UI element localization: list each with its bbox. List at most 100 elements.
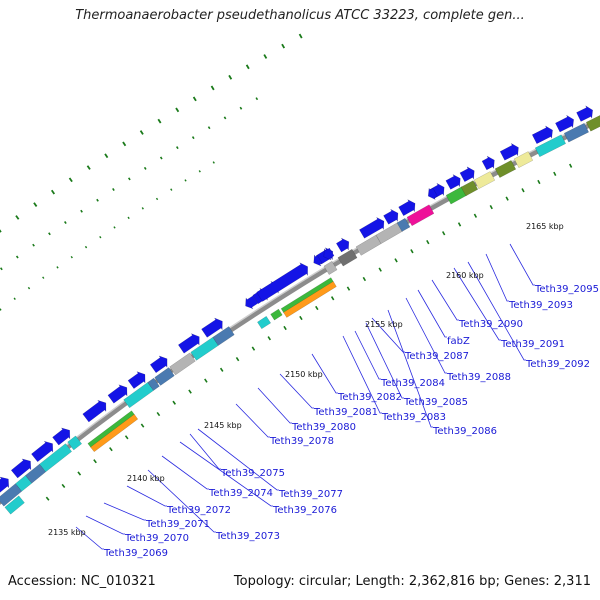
leader-line bbox=[453, 267, 501, 341]
gene-feature[interactable] bbox=[494, 160, 517, 178]
tick-dot bbox=[64, 221, 67, 225]
gene-labels[interactable]: Teth39_2069 Teth39_2070 Teth39_2071 Teth… bbox=[103, 284, 599, 559]
gene-label[interactable]: Teth39_2072 bbox=[166, 505, 231, 516]
gene-feature[interactable] bbox=[323, 260, 338, 275]
gene-feature[interactable] bbox=[473, 171, 496, 190]
gene-feature[interactable] bbox=[169, 352, 196, 376]
gene-feature[interactable] bbox=[154, 367, 175, 386]
gene-label[interactable]: Teth39_2085 bbox=[403, 397, 468, 408]
gene-feature[interactable] bbox=[123, 382, 154, 409]
gene-label[interactable]: Teth39_2091 bbox=[500, 339, 565, 350]
gene-feature[interactable] bbox=[445, 173, 461, 190]
gene-label[interactable]: Teth39_2093 bbox=[508, 300, 573, 311]
tick-dot bbox=[13, 297, 16, 300]
gene-feature[interactable] bbox=[313, 254, 323, 267]
gene-feature[interactable] bbox=[82, 399, 107, 423]
gene-label[interactable]: Teth39_2070 bbox=[124, 533, 189, 544]
tick-dot bbox=[228, 74, 233, 80]
tick-dot bbox=[141, 207, 144, 210]
gene-feature[interactable] bbox=[563, 122, 590, 143]
gene-feature[interactable] bbox=[52, 427, 71, 446]
gene-label[interactable]: Teth39_2084 bbox=[380, 378, 445, 389]
gene-label[interactable]: Teth39_2076 bbox=[272, 505, 337, 516]
gene-feature[interactable] bbox=[335, 237, 350, 253]
gene-label[interactable]: Teth39_2073 bbox=[215, 531, 280, 542]
inner-tick bbox=[299, 315, 303, 321]
gene-feature[interactable] bbox=[460, 180, 479, 197]
gene-feature[interactable] bbox=[147, 377, 160, 391]
leader-line bbox=[235, 403, 270, 438]
gene-feature[interactable] bbox=[149, 355, 168, 374]
gene-label[interactable]: Teth39_2087 bbox=[404, 351, 469, 362]
gene-feature[interactable] bbox=[427, 187, 438, 201]
gene-feature[interactable] bbox=[355, 234, 382, 256]
gene-feature[interactable] bbox=[459, 166, 475, 183]
leader-line bbox=[189, 433, 221, 470]
gene-feature[interactable] bbox=[257, 315, 272, 330]
inner-tick bbox=[61, 483, 66, 489]
gene-label[interactable]: Teth39_2090 bbox=[458, 319, 523, 330]
gene-features[interactable] bbox=[0, 105, 600, 515]
inner-tick bbox=[124, 435, 129, 440]
gene-feature[interactable] bbox=[375, 221, 404, 245]
gene-feature[interactable] bbox=[87, 410, 135, 448]
gene-label[interactable]: Teth39_2077 bbox=[278, 489, 343, 500]
gene-feature[interactable] bbox=[201, 317, 223, 338]
tick-dot bbox=[0, 267, 3, 271]
gene-feature[interactable] bbox=[10, 458, 32, 479]
gene-feature[interactable] bbox=[127, 371, 146, 389]
gene-label[interactable]: Teth39_2081 bbox=[313, 407, 378, 418]
inner-tick bbox=[505, 196, 509, 201]
gene-feature[interactable] bbox=[0, 476, 10, 495]
gene-feature[interactable] bbox=[396, 217, 411, 232]
gene-feature[interactable] bbox=[555, 114, 574, 133]
gene-label[interactable]: Teth39_2086 bbox=[432, 426, 497, 437]
gene-feature[interactable] bbox=[513, 151, 534, 169]
gene-label[interactable]: Teth39_2092 bbox=[525, 359, 590, 370]
gene-feature[interactable] bbox=[481, 155, 495, 171]
gene-feature[interactable] bbox=[531, 125, 553, 145]
gene-feature[interactable] bbox=[283, 281, 337, 318]
gene-feature[interactable] bbox=[499, 142, 519, 161]
gene-feature[interactable] bbox=[270, 308, 283, 321]
tick-dot bbox=[84, 245, 88, 249]
gene-feature[interactable] bbox=[67, 435, 83, 451]
leader-line bbox=[405, 297, 447, 374]
gene-label[interactable]: Teth39_2095 bbox=[534, 284, 599, 295]
gene-label[interactable]: Teth39_2080 bbox=[291, 422, 356, 433]
inner-tick bbox=[267, 336, 272, 341]
gene-feature[interactable] bbox=[177, 333, 200, 354]
gene-feature[interactable] bbox=[383, 208, 399, 225]
gene-feature[interactable] bbox=[256, 262, 308, 302]
gene-feature[interactable] bbox=[534, 134, 567, 158]
gene-label[interactable]: Teth39_2069 bbox=[103, 548, 168, 559]
inner-tick bbox=[156, 411, 161, 417]
gene-feature[interactable] bbox=[212, 326, 235, 346]
gene-feature[interactable] bbox=[4, 495, 25, 515]
gene-label[interactable]: fabZ bbox=[447, 336, 470, 347]
gene-feature[interactable] bbox=[576, 105, 593, 122]
gene-label[interactable]: Teth39_2071 bbox=[145, 519, 210, 530]
gene-label[interactable]: Teth39_2074 bbox=[208, 488, 273, 499]
gene-feature[interactable] bbox=[323, 247, 335, 261]
gene-feature[interactable] bbox=[107, 384, 128, 404]
gene-feature[interactable] bbox=[245, 295, 259, 310]
gene-label[interactable]: Teth39_2083 bbox=[381, 412, 446, 423]
gene-feature[interactable] bbox=[406, 204, 435, 227]
gene-feature[interactable] bbox=[39, 443, 73, 473]
gene-feature[interactable] bbox=[90, 413, 139, 453]
gene-label[interactable]: Teth39_2088 bbox=[446, 372, 511, 383]
gene-feature[interactable] bbox=[398, 199, 416, 217]
gene-feature[interactable] bbox=[359, 216, 385, 239]
gene-label[interactable]: Teth39_2078 bbox=[269, 436, 334, 447]
gene-feature[interactable] bbox=[337, 248, 358, 267]
gene-label[interactable]: Teth39_2075 bbox=[220, 468, 285, 479]
gene-feature[interactable] bbox=[31, 440, 54, 463]
gene-label[interactable]: Teth39_2082 bbox=[337, 392, 402, 403]
inner-tick bbox=[521, 188, 525, 193]
inner-tick bbox=[330, 296, 335, 301]
leader-line bbox=[431, 279, 459, 321]
inner-tick bbox=[441, 231, 446, 236]
gene-feature[interactable] bbox=[585, 115, 600, 132]
